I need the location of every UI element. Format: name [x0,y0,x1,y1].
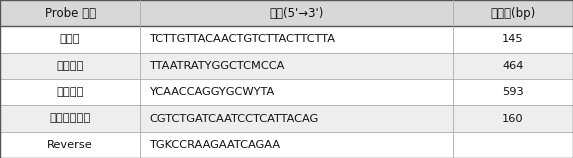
Text: 160: 160 [502,113,524,124]
Text: TCTTGTTACAACTGTCTTACTTCTTA: TCTTGTTACAACTGTCTTACTTCTTA [149,34,335,45]
Bar [0,53,573,79]
Text: 국산홍어: 국산홍어 [57,61,84,71]
Text: YCAACCAGGYGCWYTA: YCAACCAGGYGCWYTA [149,87,274,97]
Text: TGKCCRAAGAATCAGAA: TGKCCRAAGAATCAGAA [149,140,280,150]
Text: 가오리류: 가오리류 [57,87,84,97]
Bar [0,105,573,132]
Bar [0,26,573,53]
Text: CGTCTGATCAATCCTCATTACAG: CGTCTGATCAATCCTCATTACAG [149,113,318,124]
Text: 593: 593 [502,87,524,97]
Text: 사이즈(bp): 사이즈(bp) [490,7,535,20]
Text: TTAATRATYGGCTCMCCA: TTAATRATYGGCTCMCCA [149,61,284,71]
Bar [0,132,573,158]
Bar [0,0,573,26]
Text: 수입산가오리: 수입산가오리 [50,113,91,124]
Text: Reverse: Reverse [48,140,93,150]
Text: 서열(5'→3'): 서열(5'→3') [269,7,324,20]
Text: 145: 145 [502,34,524,45]
Text: Probe 정보: Probe 정보 [45,7,96,20]
Text: 464: 464 [502,61,524,71]
Bar [0,79,573,105]
Text: 홍어류: 홍어류 [60,34,80,45]
